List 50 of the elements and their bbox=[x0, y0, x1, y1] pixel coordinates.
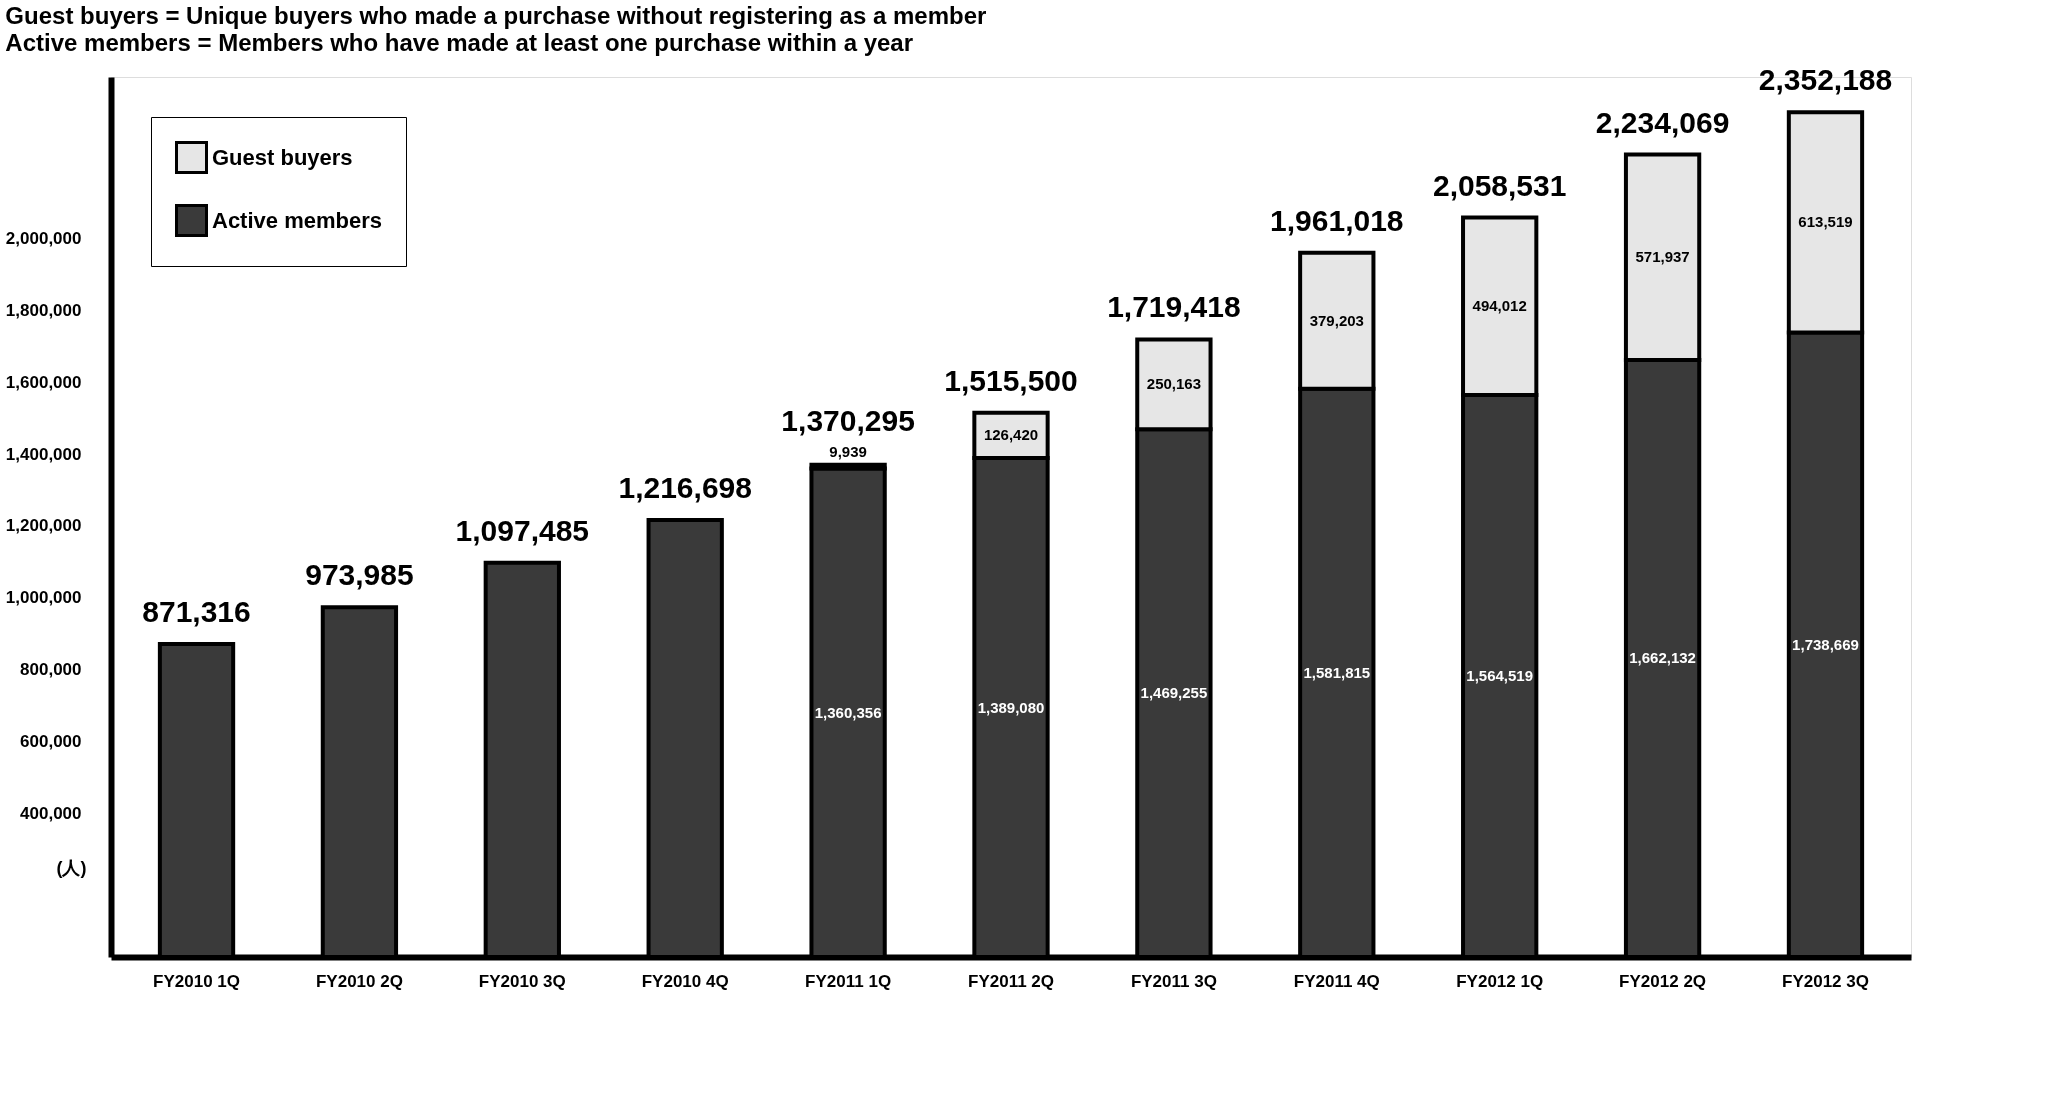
x-tick-label: FY2010 2Q bbox=[315, 971, 403, 991]
y-tick-label: 600,000 bbox=[20, 731, 82, 751]
data-label: 126,420 bbox=[983, 426, 1039, 444]
total-label: 973,985 bbox=[305, 558, 414, 592]
data-label: 1,389,080 bbox=[977, 698, 1045, 716]
data-label: 613,519 bbox=[1798, 213, 1853, 231]
legend-label: Guest buyers bbox=[212, 144, 353, 170]
x-tick-label: FY2010 1Q bbox=[153, 971, 240, 991]
total-label: 1,216,698 bbox=[618, 470, 752, 504]
data-label: 494,012 bbox=[1472, 297, 1527, 315]
y-tick-label: 800,000 bbox=[20, 660, 82, 680]
x-tick-label: FY2012 3Q bbox=[1782, 971, 1869, 991]
data-label: 9,939 bbox=[829, 442, 867, 460]
legend-label: Active members bbox=[212, 207, 382, 233]
total-label: 2,058,531 bbox=[1432, 168, 1567, 202]
y-tick-label: 400,000 bbox=[20, 803, 82, 823]
data-label: 250,163 bbox=[1146, 375, 1202, 393]
x-tick-label: FY2011 4Q bbox=[1293, 971, 1380, 991]
data-label: 1,662,132 bbox=[1629, 649, 1696, 667]
total-label: 1,515,500 bbox=[944, 363, 1078, 397]
total-label: 871,316 bbox=[142, 595, 251, 629]
total-label: 2,352,188 bbox=[1758, 63, 1893, 97]
y-axis-title: (人) bbox=[56, 857, 87, 878]
y-tick-label: 1,600,000 bbox=[5, 372, 82, 392]
x-tick-label: FY2012 1Q bbox=[1456, 971, 1544, 991]
y-tick-label: 1,800,000 bbox=[5, 300, 82, 320]
total-label: 1,719,418 bbox=[1107, 290, 1241, 324]
data-label: 379,203 bbox=[1309, 311, 1364, 329]
data-label: 1,581,815 bbox=[1303, 663, 1371, 681]
y-tick-label: 1,000,000 bbox=[5, 588, 82, 608]
x-tick-label: FY2010 3Q bbox=[478, 971, 566, 991]
x-tick-label: FY2012 2Q bbox=[1619, 971, 1707, 991]
x-tick-label: FY2011 3Q bbox=[1130, 971, 1217, 991]
data-label: 1,360,356 bbox=[814, 703, 882, 721]
total-label: 1,097,485 bbox=[455, 513, 590, 547]
data-label: 1,738,669 bbox=[1792, 635, 1859, 653]
total-label: 1,370,295 bbox=[781, 403, 915, 437]
total-label: 1,961,018 bbox=[1270, 203, 1404, 237]
data-label: 571,937 bbox=[1635, 248, 1690, 266]
y-tick-label: 1,400,000 bbox=[5, 444, 82, 464]
data-label: 1,564,519 bbox=[1466, 667, 1534, 685]
x-tick-label: FY2011 2Q bbox=[967, 971, 1055, 991]
x-tick-label: FY2010 4Q bbox=[641, 971, 729, 991]
chart-title: Guest buyers = Unique buyers who made a purchase without registering as a member bbox=[5, 2, 987, 30]
total-label: 2,234,069 bbox=[1595, 105, 1730, 139]
x-tick-label: FY2011 1Q bbox=[805, 971, 892, 991]
y-tick-label: 1,200,000 bbox=[5, 516, 82, 536]
y-tick-label: 2,000,000 bbox=[5, 229, 82, 249]
data-label: 1,469,255 bbox=[1140, 684, 1208, 702]
chart-subtitle: Active members = Members who have made at least one purchase within a year bbox=[5, 29, 914, 57]
